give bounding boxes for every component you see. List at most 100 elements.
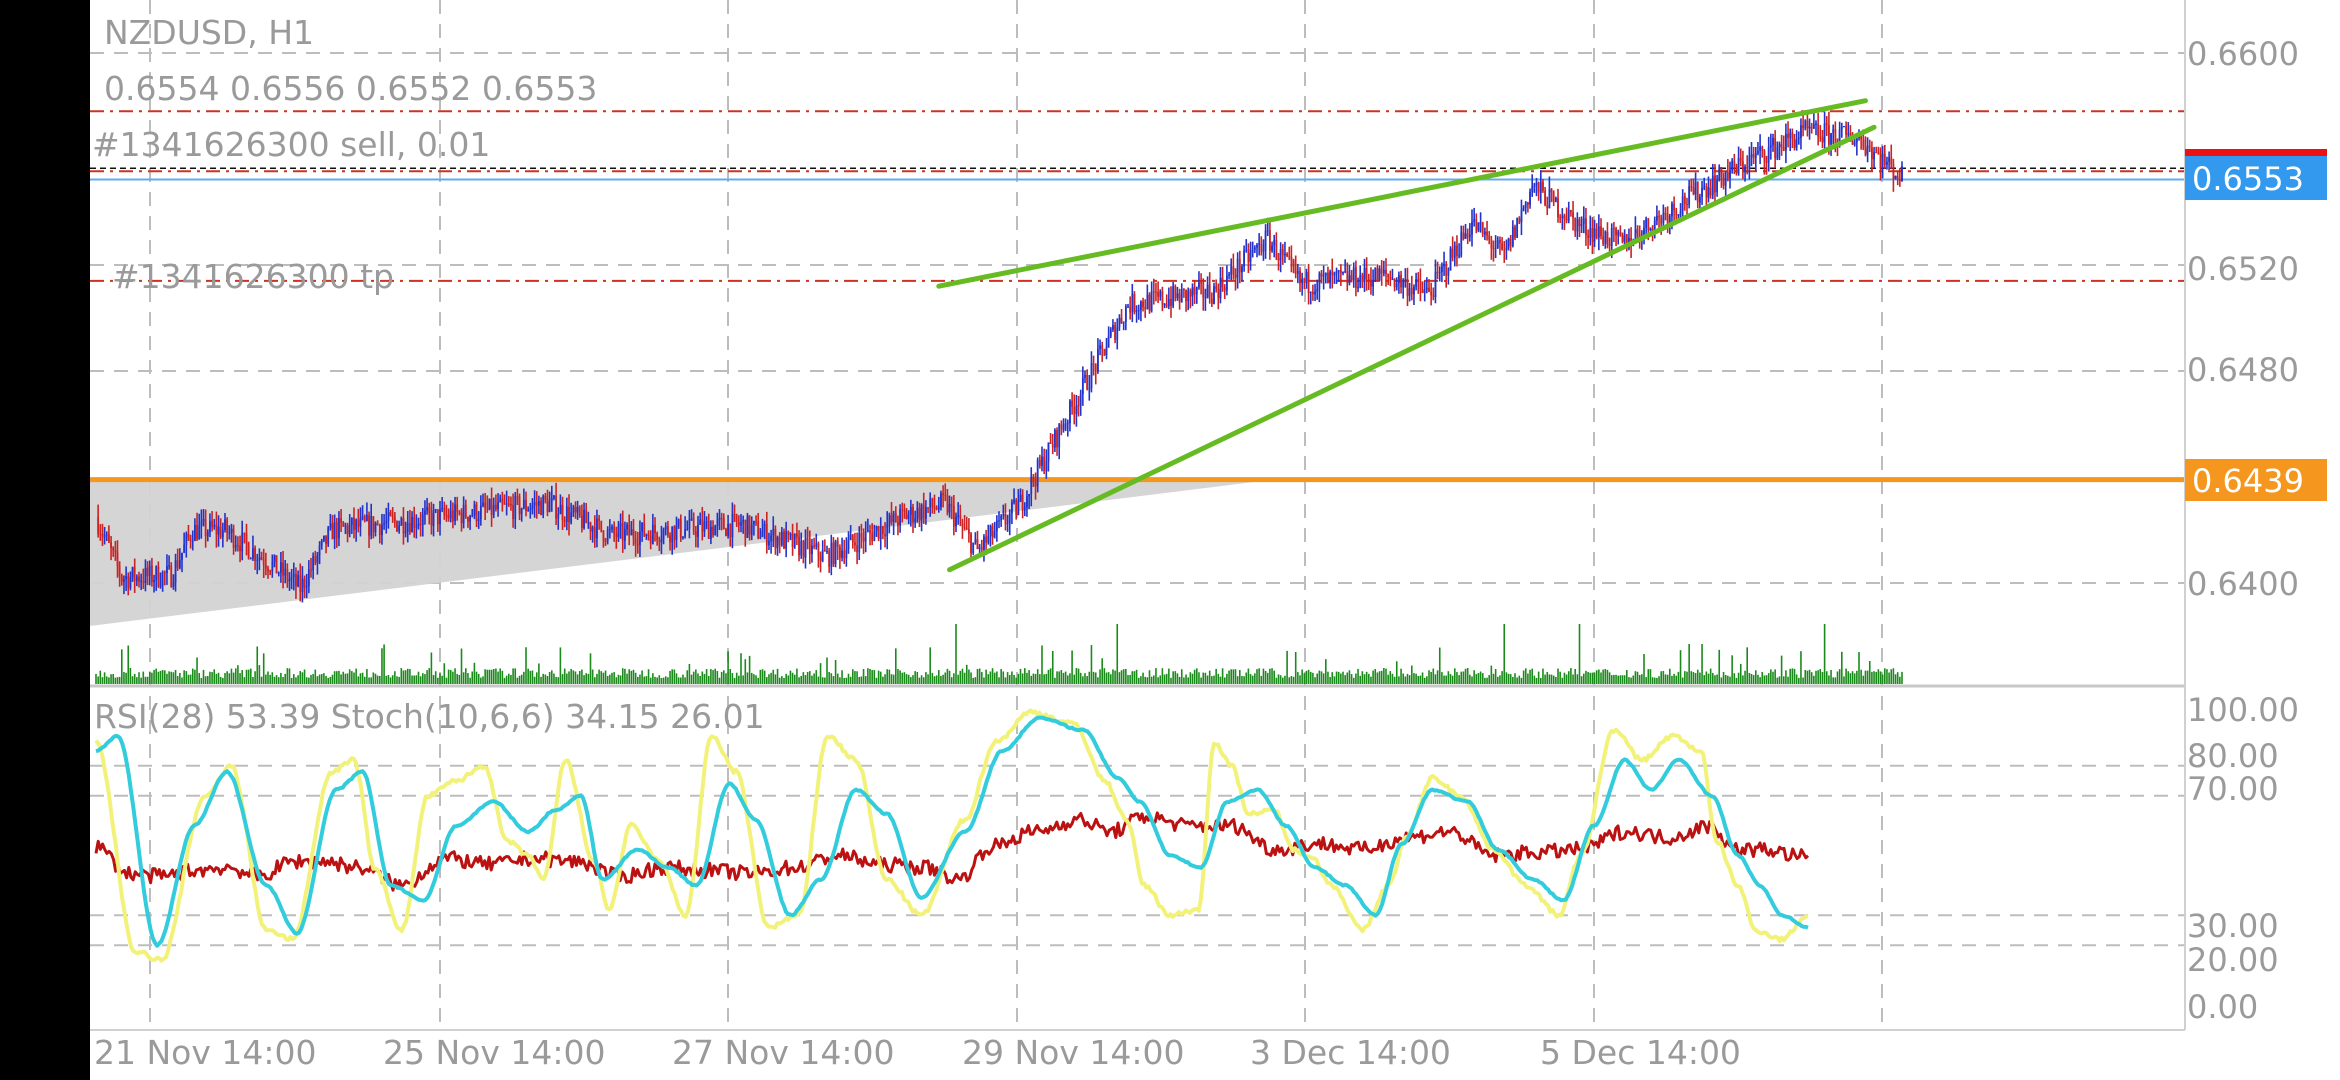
- candle-body: [1415, 278, 1417, 287]
- candle-body: [1490, 239, 1493, 249]
- candle-body: [570, 512, 573, 523]
- candle-body: [1518, 218, 1521, 223]
- candle-body: [1198, 282, 1200, 288]
- candle-body: [1342, 272, 1344, 274]
- candle-body: [776, 537, 779, 549]
- price-tick: 0.6480: [2187, 351, 2299, 389]
- candle-body: [684, 529, 686, 537]
- candle-body: [1881, 153, 1884, 169]
- candle-body: [1557, 197, 1559, 218]
- candle-body: [1533, 184, 1536, 187]
- candle-body: [753, 521, 755, 525]
- candle-body: [1634, 229, 1637, 242]
- candle-body: [759, 536, 762, 539]
- candle-body: [1868, 145, 1871, 148]
- candle-body: [703, 522, 706, 532]
- candle-body: [1475, 219, 1478, 231]
- candle-body: [153, 580, 155, 583]
- candle-body: [860, 532, 863, 538]
- candle-body: [866, 530, 869, 532]
- candle-body: [1449, 248, 1452, 271]
- candle-body: [1066, 423, 1069, 425]
- candle-body: [252, 548, 254, 559]
- candle-body: [710, 526, 712, 539]
- candle-body: [800, 541, 803, 556]
- candle-body: [1273, 239, 1276, 246]
- candle-body: [282, 562, 284, 576]
- candle-body: [1017, 501, 1020, 515]
- candle-body: [1660, 216, 1663, 224]
- candle-body: [348, 524, 351, 535]
- candle-body: [292, 573, 295, 578]
- candle-body: [1365, 267, 1368, 279]
- candle-body: [1754, 153, 1757, 158]
- candle-body: [905, 512, 908, 520]
- candle-body: [1578, 219, 1581, 227]
- candle-body: [757, 521, 760, 539]
- candle-body: [1759, 146, 1761, 151]
- candle-body: [447, 515, 450, 519]
- candle-body: [245, 533, 248, 544]
- candle-body: [1019, 494, 1022, 502]
- candle-body: [1509, 238, 1512, 247]
- candle-body: [1735, 166, 1738, 174]
- candle-body: [1062, 428, 1065, 430]
- tp-order-label[interactable]: #1341626300 tp: [112, 257, 394, 296]
- candle-body: [101, 533, 104, 537]
- candle-body: [933, 507, 936, 509]
- candle-body: [344, 525, 347, 527]
- candle-body: [716, 520, 719, 527]
- candle-body: [133, 567, 136, 581]
- candle-body: [1668, 216, 1671, 224]
- candle-body: [1335, 271, 1338, 274]
- candle-body: [1494, 247, 1497, 249]
- ohlc-readout: 0.6554 0.6556 0.6552 0.6553: [104, 69, 597, 108]
- candle-body: [1133, 293, 1136, 312]
- candle-body: [389, 512, 392, 516]
- candle-body: [789, 534, 792, 536]
- candle-body: [1286, 253, 1288, 257]
- candle-body: [353, 517, 355, 530]
- candle-body: [546, 499, 549, 513]
- candle-body: [99, 533, 102, 535]
- current-price-badge: [2185, 156, 2327, 200]
- candle-body: [1382, 269, 1385, 274]
- candle-body: [677, 519, 680, 526]
- candle-body: [239, 545, 241, 552]
- candle-body: [1748, 156, 1751, 169]
- candle-body: [935, 508, 938, 510]
- candle-body: [172, 582, 175, 587]
- candle-body: [1894, 175, 1897, 179]
- candle-body: [1322, 275, 1325, 277]
- candle-body: [443, 507, 446, 515]
- candle-body: [1585, 218, 1587, 236]
- sell-order-label[interactable]: #1341626300 sell, 0.01: [92, 125, 490, 164]
- candle-body: [942, 493, 944, 496]
- candle-body: [1699, 196, 1701, 203]
- candle-body: [1858, 136, 1860, 139]
- candle-body: [1499, 240, 1501, 244]
- trendlines[interactable]: [936, 98, 1877, 573]
- candle-body: [1081, 377, 1084, 395]
- candle-body: [686, 528, 689, 530]
- candle-body: [1686, 203, 1688, 205]
- candle-body: [991, 525, 994, 538]
- candle-body: [1163, 304, 1166, 306]
- candle-body: [1406, 278, 1409, 296]
- candle-body: [439, 509, 441, 525]
- candle-body: [740, 522, 742, 526]
- candle-body: [1582, 218, 1585, 224]
- candle-body: [510, 503, 512, 505]
- candle-body: [1355, 267, 1357, 288]
- candle-body: [1860, 136, 1863, 140]
- candle-body: [1167, 298, 1170, 307]
- candle-body: [628, 524, 631, 536]
- candle-body: [798, 536, 800, 556]
- candle-body: [862, 537, 865, 542]
- candle-body: [1404, 278, 1407, 282]
- candle-body: [1417, 278, 1420, 282]
- candle-body: [602, 530, 605, 541]
- candle-body: [355, 519, 358, 530]
- candle-body: [1333, 273, 1336, 276]
